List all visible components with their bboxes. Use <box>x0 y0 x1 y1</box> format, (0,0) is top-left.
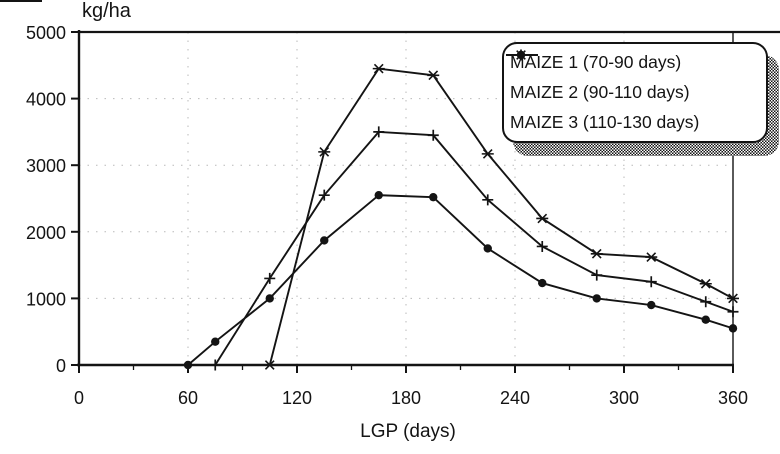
circle-marker-icon <box>374 190 383 200</box>
x-tick-label: 360 <box>718 388 748 408</box>
y-tick-label: 3000 <box>26 156 66 176</box>
legend-item-label: MAIZE 1 (70-90 days) <box>510 52 682 73</box>
series-line <box>187 194 734 366</box>
plus-marker-icon <box>264 272 276 284</box>
star-marker-icon <box>536 213 549 224</box>
circle-marker-icon <box>265 294 274 303</box>
plus-marker-icon <box>318 189 330 201</box>
circle-marker-icon <box>538 278 547 288</box>
plus-marker-icon <box>482 194 494 206</box>
legend-item-label: MAIZE 2 (90-110 days) <box>510 81 690 102</box>
y-tick-label: 1000 <box>26 289 66 309</box>
plus-marker-icon <box>373 126 385 138</box>
star-marker-icon <box>372 63 385 74</box>
star-marker-icon <box>515 50 527 60</box>
x-tick-label: 300 <box>609 388 639 408</box>
plus-marker-icon <box>427 129 439 141</box>
x-axis-title: LGP (days) <box>360 421 456 442</box>
star-marker-icon <box>645 252 658 262</box>
circle-marker-icon <box>483 244 492 253</box>
x-tick-label: 60 <box>178 388 198 408</box>
star-marker-icon <box>427 70 440 81</box>
plus-marker-icon <box>700 296 712 308</box>
y-tick-label: 0 <box>56 356 66 376</box>
star-marker-icon <box>590 248 603 259</box>
plus-marker-icon <box>536 240 548 252</box>
star-marker-icon <box>506 50 538 60</box>
legend-item-maize-3: MAIZE 3 (110-130 days) <box>506 50 762 133</box>
x-tick-label: 240 <box>500 388 530 408</box>
circle-marker-icon <box>211 337 220 346</box>
series-2 <box>209 126 739 371</box>
x-tick-label: 120 <box>282 388 312 408</box>
circle-marker-icon <box>592 294 601 303</box>
x-tick-label: 180 <box>391 388 421 408</box>
circle-marker-icon <box>647 300 656 310</box>
plus-marker-icon <box>645 276 657 288</box>
x-tick-label: 0 <box>74 388 84 408</box>
circle-marker-icon <box>429 192 438 202</box>
legend-item-label: MAIZE 3 (110-130 days) <box>510 111 700 132</box>
y-tick-label: 4000 <box>26 90 66 110</box>
star-marker-icon <box>318 147 331 157</box>
legend-item-maize-1: MAIZE 1 (70-90 days) <box>506 50 762 73</box>
legend-item-maize-2: MAIZE 2 (90-110 days) <box>506 49 762 103</box>
star-marker-icon <box>481 149 494 159</box>
circle-marker-icon <box>701 315 710 324</box>
y-tick-label: 2000 <box>26 223 66 243</box>
legend: MAIZE 1 (70-90 days) MAIZE 2 (90-110 days… <box>502 42 768 143</box>
series-line <box>214 130 734 366</box>
y-tick-label: 5000 <box>26 23 66 43</box>
y-axis-title: kg/ha <box>82 0 131 22</box>
series-line <box>268 67 734 366</box>
plus-marker-icon <box>591 269 603 281</box>
star-marker-icon <box>699 278 712 289</box>
series-1 <box>183 190 738 370</box>
scan-artifact <box>0 0 42 2</box>
circle-marker-icon <box>320 236 329 245</box>
